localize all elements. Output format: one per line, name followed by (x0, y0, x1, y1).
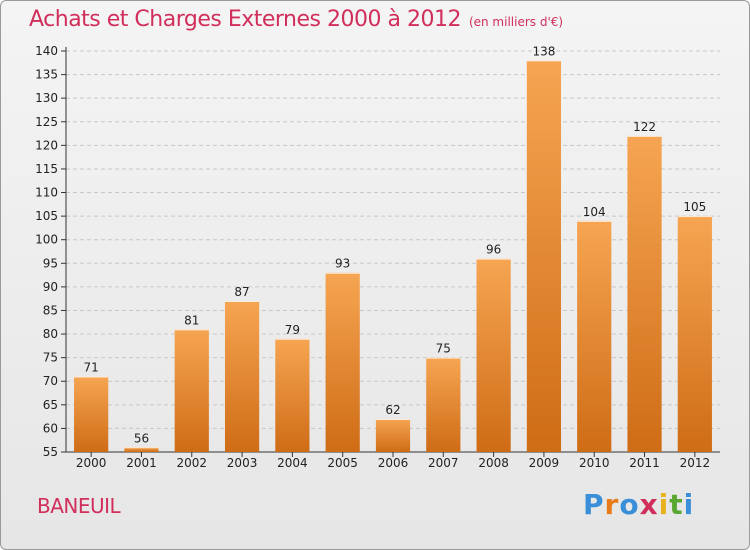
axes: 55 60 65 70 75 80 85 90 95 100 105 110 115 120 125 130 1… (35, 44, 720, 459)
chart-title: Achats et Charges Externes 2000 à 2012 (e… (29, 7, 563, 32)
x-tick-label: 2006 (378, 456, 409, 470)
y-tick-label: 75 (43, 351, 58, 365)
bar-2011 (627, 135, 662, 452)
x-tick-label: 2003 (227, 456, 258, 470)
bar-2005 (325, 272, 360, 452)
bar-2000 (74, 376, 109, 452)
chart-unit: (en milliers d'€) (468, 15, 564, 29)
y-tick-label: 85 (43, 303, 58, 317)
y-tick-label: 100 (35, 233, 58, 247)
labels: 71 2000 56 2001 81 2002 87 2003 79 2004 93 2005 62 20… (76, 44, 710, 470)
y-tick-label: 60 (43, 421, 58, 435)
x-tick-label: 2008 (478, 456, 509, 470)
y-tick-label: 130 (35, 91, 58, 105)
logo-letter: t (669, 488, 684, 521)
y-tick-label: 70 (43, 374, 58, 388)
gridlines (66, 50, 720, 429)
value-label: 122 (633, 120, 656, 134)
x-tick-label: 2002 (176, 456, 207, 470)
chart-title-text: Achats et Charges Externes 2000 à 2012 (29, 7, 461, 32)
value-label: 105 (683, 200, 706, 214)
y-tick-label: 55 (43, 445, 58, 459)
x-tick-label: 2004 (277, 456, 308, 470)
bars (74, 60, 712, 452)
bar-2003 (224, 301, 260, 452)
logo-letter: x (639, 488, 659, 521)
value-label: 138 (532, 44, 555, 58)
y-tick-label: 125 (35, 115, 58, 129)
value-label: 75 (436, 342, 451, 356)
commune-name: BANEUIL (37, 494, 121, 518)
value-label: 87 (234, 285, 249, 299)
x-tick-label: 2011 (629, 456, 660, 470)
y-tick-label: 110 (35, 186, 58, 200)
y-tick-label: 140 (35, 44, 58, 58)
y-tick-label: 120 (35, 138, 58, 152)
x-tick-label: 2012 (680, 456, 711, 470)
y-tick-label: 80 (43, 327, 58, 341)
bar-2002 (174, 329, 209, 452)
x-tick-label: 2001 (126, 456, 157, 470)
x-tick-label: 2005 (327, 456, 358, 470)
bar-2008 (476, 258, 511, 452)
value-label: 93 (335, 257, 350, 271)
logo-letter: P (583, 488, 605, 521)
logo-letter: o (619, 488, 640, 521)
x-tick-label: 2010 (579, 456, 610, 470)
value-label: 71 (84, 361, 99, 375)
value-label: 56 (134, 431, 149, 445)
proxiti-logo: Proxiti (583, 488, 694, 521)
bar-2012 (677, 216, 712, 452)
value-label: 79 (285, 323, 300, 337)
bar-2006 (375, 418, 411, 452)
value-label: 96 (486, 243, 501, 257)
logo-letter: r (604, 488, 620, 521)
value-label: 62 (385, 403, 400, 417)
logo-letter: i (658, 488, 670, 521)
y-tick-label: 90 (43, 280, 58, 294)
value-label: 104 (583, 205, 606, 219)
y-tick-label: 65 (43, 398, 58, 412)
bar-2010 (577, 220, 612, 452)
y-tick-label: 115 (35, 162, 58, 176)
y-tick-label: 95 (43, 256, 58, 270)
bar-2007 (426, 357, 461, 452)
bar-2001 (124, 447, 159, 452)
x-tick-label: 2009 (529, 456, 560, 470)
x-tick-label: 2000 (76, 456, 107, 470)
x-tick-label: 2007 (428, 456, 459, 470)
bar-2004 (275, 338, 310, 452)
bar-2009 (526, 60, 562, 452)
y-tick-label: 135 (35, 68, 58, 82)
value-label: 81 (184, 313, 199, 327)
y-tick-label: 105 (35, 209, 58, 223)
logo-letter: i (683, 488, 695, 521)
